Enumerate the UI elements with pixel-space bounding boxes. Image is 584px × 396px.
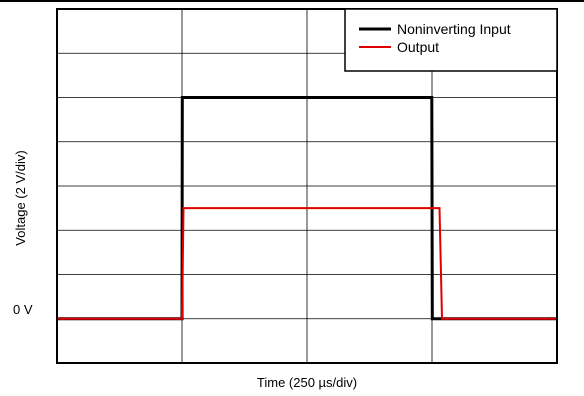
legend-label: Noninverting Input bbox=[397, 21, 511, 37]
y-axis-label: Voltage (2 V/div) bbox=[13, 150, 28, 245]
legend-box bbox=[344, 8, 558, 72]
legend-label: Output bbox=[397, 39, 439, 55]
series-line-output bbox=[57, 207, 557, 320]
plot-frame bbox=[56, 8, 558, 364]
y-tick-label: 0 V bbox=[13, 302, 33, 317]
legend: Noninverting Input Output bbox=[344, 8, 558, 72]
x-axis-label: Time (250 µs/div) bbox=[257, 375, 357, 390]
y-tick-labels: 0 V bbox=[13, 302, 33, 317]
series-layer bbox=[57, 96, 557, 321]
top-border-line bbox=[0, 0, 584, 2]
